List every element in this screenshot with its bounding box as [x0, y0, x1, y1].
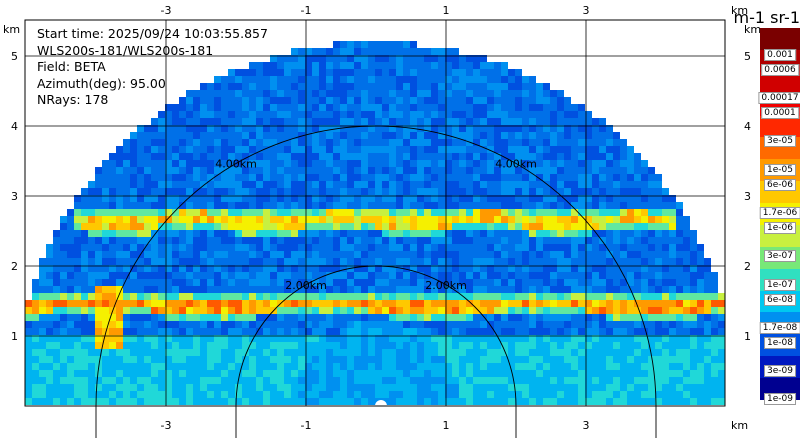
colorbar-label: 1e-08 [764, 337, 796, 349]
colorbar-label: 3e-09 [764, 365, 796, 377]
x-tick-label: -3 [161, 4, 172, 17]
x-tick-label: 1 [443, 419, 450, 432]
instrument-text: WLS200s-181/WLS200s-181 [37, 42, 214, 58]
range-ring-label: 4.00km [215, 158, 257, 171]
colorbar-label: 1e-07 [764, 279, 796, 291]
colorbar-label: 6e-06 [764, 179, 796, 191]
y-tick-label: 1 [744, 330, 751, 343]
range-rings: 2.00km 2.00km 4.00km 4.00km [95, 125, 657, 438]
y-tick-label: 1 [11, 330, 18, 343]
range-ring-label: 2.00km [425, 279, 467, 292]
axis-ticks: -3 -3 -1 -1 1 1 3 3 1 1 2 2 3 3 4 4 5 5 km km km km [3, 4, 761, 432]
azimuth-text: Azimuth(deg): 95.00 [37, 75, 166, 91]
colorbar-label: 3e-05 [764, 135, 796, 147]
colorbar-unit: m-1 sr-1 [733, 8, 800, 27]
colorbar-label: 6e-08 [764, 294, 796, 306]
beta-heatmap [25, 41, 725, 406]
y-tick-label: 5 [11, 50, 18, 63]
y-tick-label: 4 [11, 120, 18, 133]
sweep-info: Start time: 2025/09/24 10:03:55.857 WLS2… [37, 26, 268, 109]
y-tick-label: 5 [744, 50, 751, 63]
colorbar-segment [760, 28, 800, 51]
y-tick-label: 4 [744, 120, 751, 133]
colorbar-label: 0.0006 [761, 64, 799, 76]
axis-unit-label: km [731, 4, 748, 17]
x-tick-label: 3 [583, 419, 590, 432]
colorbar-label: 1.7e-08 [759, 322, 800, 334]
colorbar-label: 1.7e-06 [759, 207, 800, 219]
range-ring [95, 125, 657, 438]
colorbar-label: 1e-09 [764, 393, 796, 405]
x-tick-label: 1 [443, 4, 450, 17]
colorbar-label: 1e-06 [764, 222, 796, 234]
plot-frame [24, 19, 726, 407]
colorbar-label: 0.001 [764, 49, 796, 61]
range-ring [235, 265, 517, 438]
x-tick-label: -1 [301, 4, 312, 17]
axis-unit-label: km [3, 23, 20, 36]
axis-unit-label: km [744, 23, 761, 36]
colorbar-segment [760, 115, 800, 138]
colorbar-label: 1e-05 [764, 164, 796, 176]
range-ring-label: 2.00km [285, 279, 327, 292]
y-tick-label: 2 [744, 260, 751, 273]
range-ring-label: 4.00km [495, 158, 537, 171]
y-tick-label: 2 [11, 260, 18, 273]
start-time-text: Start time: 2025/09/24 10:03:55.857 [37, 26, 268, 41]
y-tick-label: 3 [744, 190, 751, 203]
colorbar-label: 0.00017 [758, 92, 800, 104]
colorbar-label: 0.0001 [761, 107, 799, 119]
x-tick-label: -3 [161, 419, 172, 432]
field-text: Field: BETA [37, 59, 106, 74]
x-tick-label: -1 [301, 419, 312, 432]
colorbar-label: 3e-07 [764, 250, 796, 262]
colorbar-segment [760, 71, 800, 95]
axis-unit-label: km [731, 419, 748, 432]
x-tick-label: 3 [583, 4, 590, 17]
y-tick-label: 3 [11, 190, 18, 203]
nrays-text: NRays: 178 [37, 92, 109, 107]
